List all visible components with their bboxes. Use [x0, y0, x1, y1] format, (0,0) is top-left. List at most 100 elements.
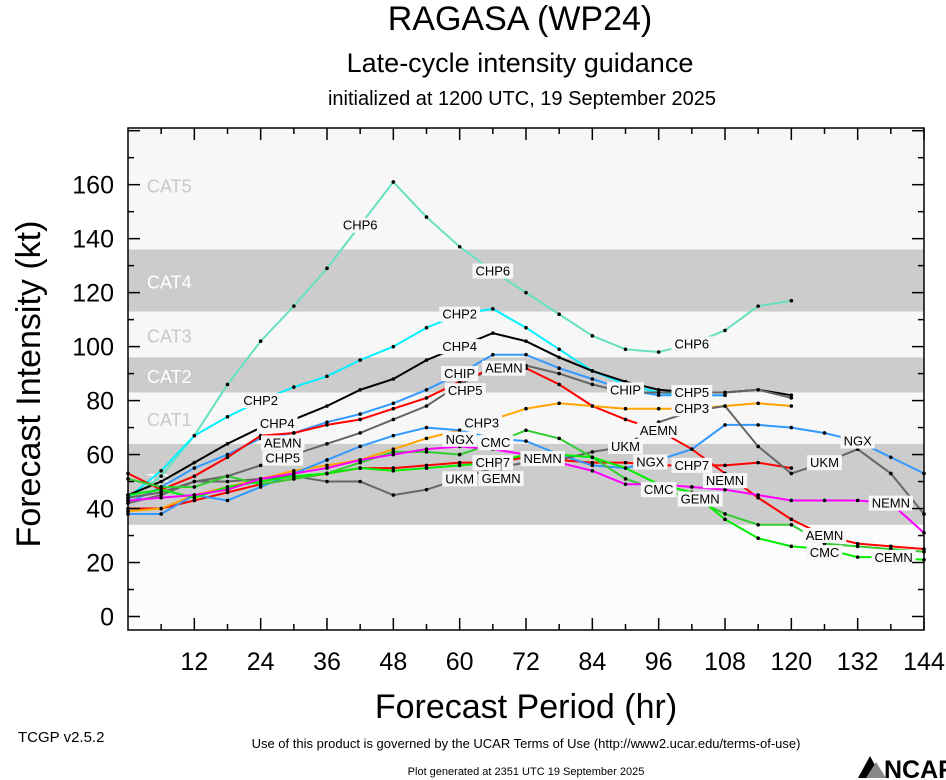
data-point: [789, 466, 794, 470]
series-label-text: AEMN: [264, 435, 302, 450]
data-point: [325, 423, 329, 427]
data-point: [325, 463, 329, 468]
data-point: [391, 450, 396, 454]
data-point: [391, 468, 396, 473]
label-background: [636, 422, 681, 438]
data-point: [590, 382, 595, 387]
label-background: [478, 471, 524, 487]
label-background: [868, 495, 913, 511]
data-point: [789, 425, 794, 430]
series-label-text: AEMN: [640, 423, 678, 438]
data-point: [557, 382, 561, 387]
series-label-text: NEMN: [706, 473, 744, 488]
x-tick-label: 120: [770, 648, 812, 676]
data-point: [623, 347, 628, 352]
data-point: [391, 452, 396, 457]
label-background: [262, 450, 304, 466]
label-background: [802, 528, 847, 544]
band-label: CAT4: [147, 272, 192, 292]
data-point: [358, 412, 362, 416]
y-tick-label: 0: [100, 604, 114, 632]
data-point: [424, 396, 429, 400]
chart-init-time: initialized at 1200 UTC, 19 September 20…: [328, 88, 716, 110]
band-cat5: [128, 128, 924, 250]
data-point: [524, 290, 528, 295]
series-label: GEMN: [677, 491, 723, 507]
band-label: CAT5: [147, 177, 192, 197]
label-background: [472, 455, 514, 471]
data-point: [292, 471, 296, 476]
series-label-text: CHP5: [448, 383, 483, 398]
data-point: [723, 512, 727, 516]
data-point: [391, 344, 396, 349]
data-point: [258, 479, 263, 484]
data-point: [225, 414, 230, 419]
series-label: CHP3: [461, 415, 503, 431]
band-label: CAT3: [147, 326, 192, 346]
y-tick-label: 40: [86, 496, 114, 524]
data-point: [889, 455, 893, 460]
data-point: [192, 495, 197, 500]
data-point: [159, 474, 163, 478]
series-label: AEMN: [482, 360, 526, 376]
y-tick-label: 20: [86, 550, 114, 578]
series-label-text: CHP3: [464, 416, 499, 431]
band-cat2: [128, 357, 924, 393]
data-point: [225, 479, 230, 484]
data-point: [789, 517, 794, 522]
label-background: [461, 415, 503, 431]
band-cat4: [128, 249, 924, 312]
data-point: [192, 498, 197, 503]
series-label: CHP6: [339, 217, 381, 233]
data-point: [225, 474, 230, 478]
y-tick-label: 160: [72, 172, 114, 200]
data-point: [590, 463, 595, 468]
x-tick-label: 36: [313, 648, 341, 676]
series-label-text: CHIP: [444, 366, 475, 381]
data-point: [391, 493, 396, 497]
label-background: [671, 384, 713, 400]
y-axis-label: Forecast Intensity (kt): [10, 221, 48, 548]
data-point: [424, 215, 429, 219]
data-point: [325, 471, 329, 476]
y-tick-label: 80: [86, 388, 114, 416]
series-label-text: CHP2: [442, 307, 477, 322]
data-point: [789, 396, 794, 400]
data-point: [192, 474, 197, 478]
series-label: CHP4: [439, 339, 481, 355]
data-point: [756, 304, 760, 308]
series-label-text: CHP6: [343, 218, 378, 233]
series-label-text: GEMN: [681, 492, 720, 507]
data-point: [822, 431, 827, 435]
series-end-label: CEMN: [871, 549, 916, 565]
data-point: [192, 466, 197, 470]
series-label-text: CHP5: [265, 451, 300, 466]
label-background: [671, 336, 713, 352]
data-point: [159, 468, 163, 473]
x-tick-label: 132: [837, 648, 879, 676]
series-label: NEMN: [520, 451, 565, 467]
data-point: [192, 433, 197, 438]
data-point: [723, 517, 727, 522]
label-background: [840, 433, 875, 449]
series-label-text: NGX: [844, 434, 873, 449]
label-background: [260, 435, 305, 451]
data-point: [789, 393, 794, 397]
series-label: UKM: [807, 455, 842, 471]
series-label-text: CHP2: [243, 393, 278, 408]
series-label: NGX: [633, 454, 668, 470]
data-point: [225, 485, 230, 489]
x-tick-label: 60: [446, 648, 474, 676]
series-label: GEMN: [478, 471, 524, 487]
series-label: NGX: [840, 433, 875, 449]
data-point: [855, 541, 860, 546]
series-label-text: CHP7: [674, 458, 709, 473]
data-point: [524, 439, 528, 443]
series-label-text: NGX: [446, 432, 475, 447]
label-background: [520, 451, 565, 467]
y-tick-label: 120: [72, 280, 114, 308]
chart-subtitle: Late-cycle intensity guidance: [347, 48, 694, 78]
series-label-text: NEMN: [523, 451, 561, 466]
data-point: [723, 423, 727, 427]
data-point: [159, 479, 163, 484]
